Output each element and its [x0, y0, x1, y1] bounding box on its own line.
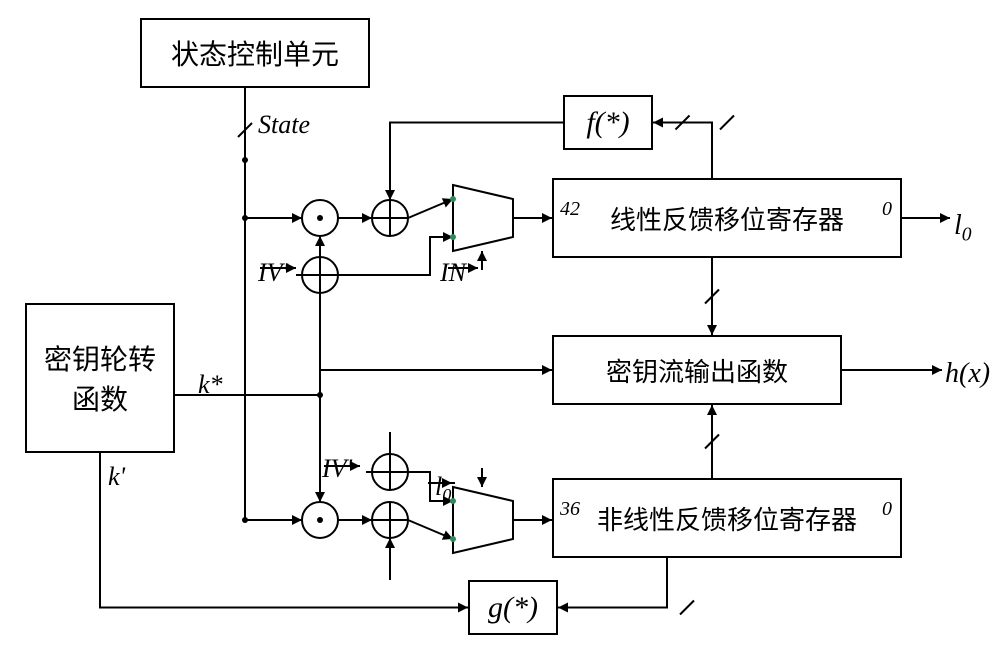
box-key-rotation: 密钥轮转函数 [25, 303, 175, 453]
label-0a: 0 [882, 198, 892, 221]
label-0b: 0 [882, 498, 892, 521]
box-state-control: 状态控制单元 [140, 18, 370, 88]
label-iv-1: IV' [258, 258, 288, 288]
label-l0-mux: l0 [435, 472, 451, 506]
label-kstar: k* [198, 370, 223, 400]
label-36: 36 [560, 498, 580, 521]
label-kprime: k' [108, 462, 125, 492]
box-f: f(*) [563, 95, 653, 150]
box-g: g(*) [468, 580, 558, 635]
label-l0-out: l0 [954, 210, 972, 247]
label-iv-2: IV' [322, 454, 352, 484]
box-lfsr: 线性反馈移位寄存器 [552, 178, 902, 258]
box-nlfsr: 非线性反馈移位寄存器 [552, 478, 902, 558]
label-hx: h(x) [945, 358, 990, 390]
box-keystream-out: 密钥流输出函数 [552, 335, 842, 405]
label-in: IN [440, 258, 466, 288]
label-state: State [258, 110, 310, 140]
label-42: 42 [560, 198, 580, 221]
